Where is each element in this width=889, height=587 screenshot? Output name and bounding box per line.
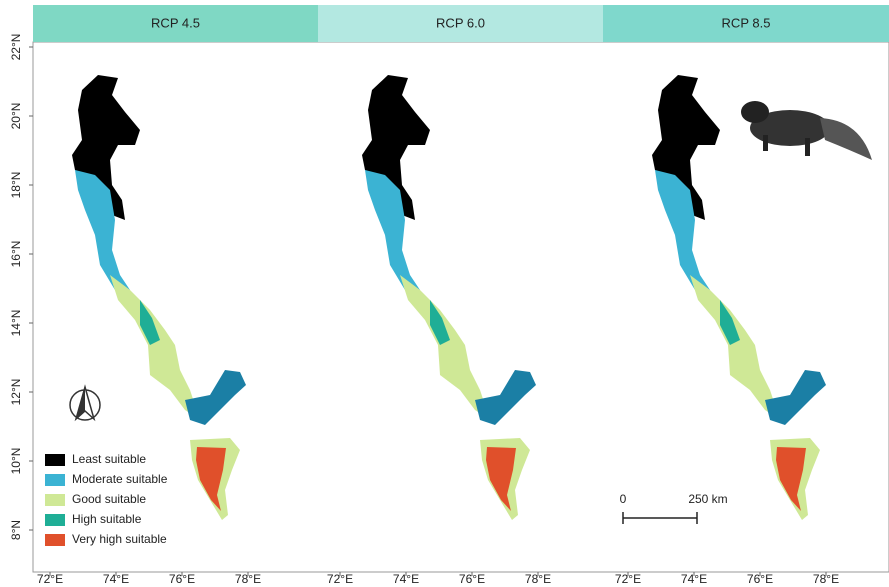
x-tick-label: 76°E <box>169 572 195 586</box>
x-tick-label: 76°E <box>747 572 773 586</box>
legend-swatch <box>45 454 65 466</box>
y-tick-label: 10°N <box>9 448 23 475</box>
panel-title: RCP 4.5 <box>151 15 200 30</box>
panel-header <box>318 5 603 42</box>
y-tick-label: 14°N <box>9 310 23 337</box>
panel-title: RCP 8.5 <box>722 15 771 30</box>
animal-silhouette <box>741 101 872 160</box>
y-tick-label: 18°N <box>9 172 23 199</box>
panel-header <box>33 5 318 42</box>
legend-swatch <box>45 514 65 526</box>
map-panel-2 <box>362 75 536 520</box>
legend-label: Good suitable <box>72 492 146 506</box>
y-tick-label: 22°N <box>9 34 23 61</box>
legend-swatch <box>45 474 65 486</box>
x-tick-label: 74°E <box>681 572 707 586</box>
panel-header <box>603 5 889 42</box>
x-tick-label: 72°E <box>615 572 641 586</box>
x-tick-label: 74°E <box>393 572 419 586</box>
x-tick-label: 72°E <box>327 572 353 586</box>
x-tick-label: 76°E <box>459 572 485 586</box>
scale-end: 250 km <box>688 492 727 506</box>
legend-label: Least suitable <box>72 452 146 466</box>
y-tick-label: 12°N <box>9 379 23 406</box>
legend-label: Moderate suitable <box>72 472 168 486</box>
legend-swatch <box>45 534 65 546</box>
x-tick-label: 78°E <box>813 572 839 586</box>
y-tick-label: 16°N <box>9 241 23 268</box>
panel-title: RCP 6.0 <box>436 15 485 30</box>
legend-label: Very high suitable <box>72 532 167 546</box>
x-tick-label: 74°E <box>103 572 129 586</box>
legend-swatch <box>45 494 65 506</box>
y-tick-label: 8°N <box>9 520 23 540</box>
x-tick-label: 78°E <box>525 572 551 586</box>
x-tick-label: 78°E <box>235 572 261 586</box>
legend-label: High suitable <box>72 512 142 526</box>
north-arrow <box>69 384 101 422</box>
scale-start: 0 <box>620 492 627 506</box>
x-tick-label: 72°E <box>37 572 63 586</box>
scale-bar: 0 250 km <box>620 492 728 524</box>
y-tick-label: 20°N <box>9 103 23 130</box>
